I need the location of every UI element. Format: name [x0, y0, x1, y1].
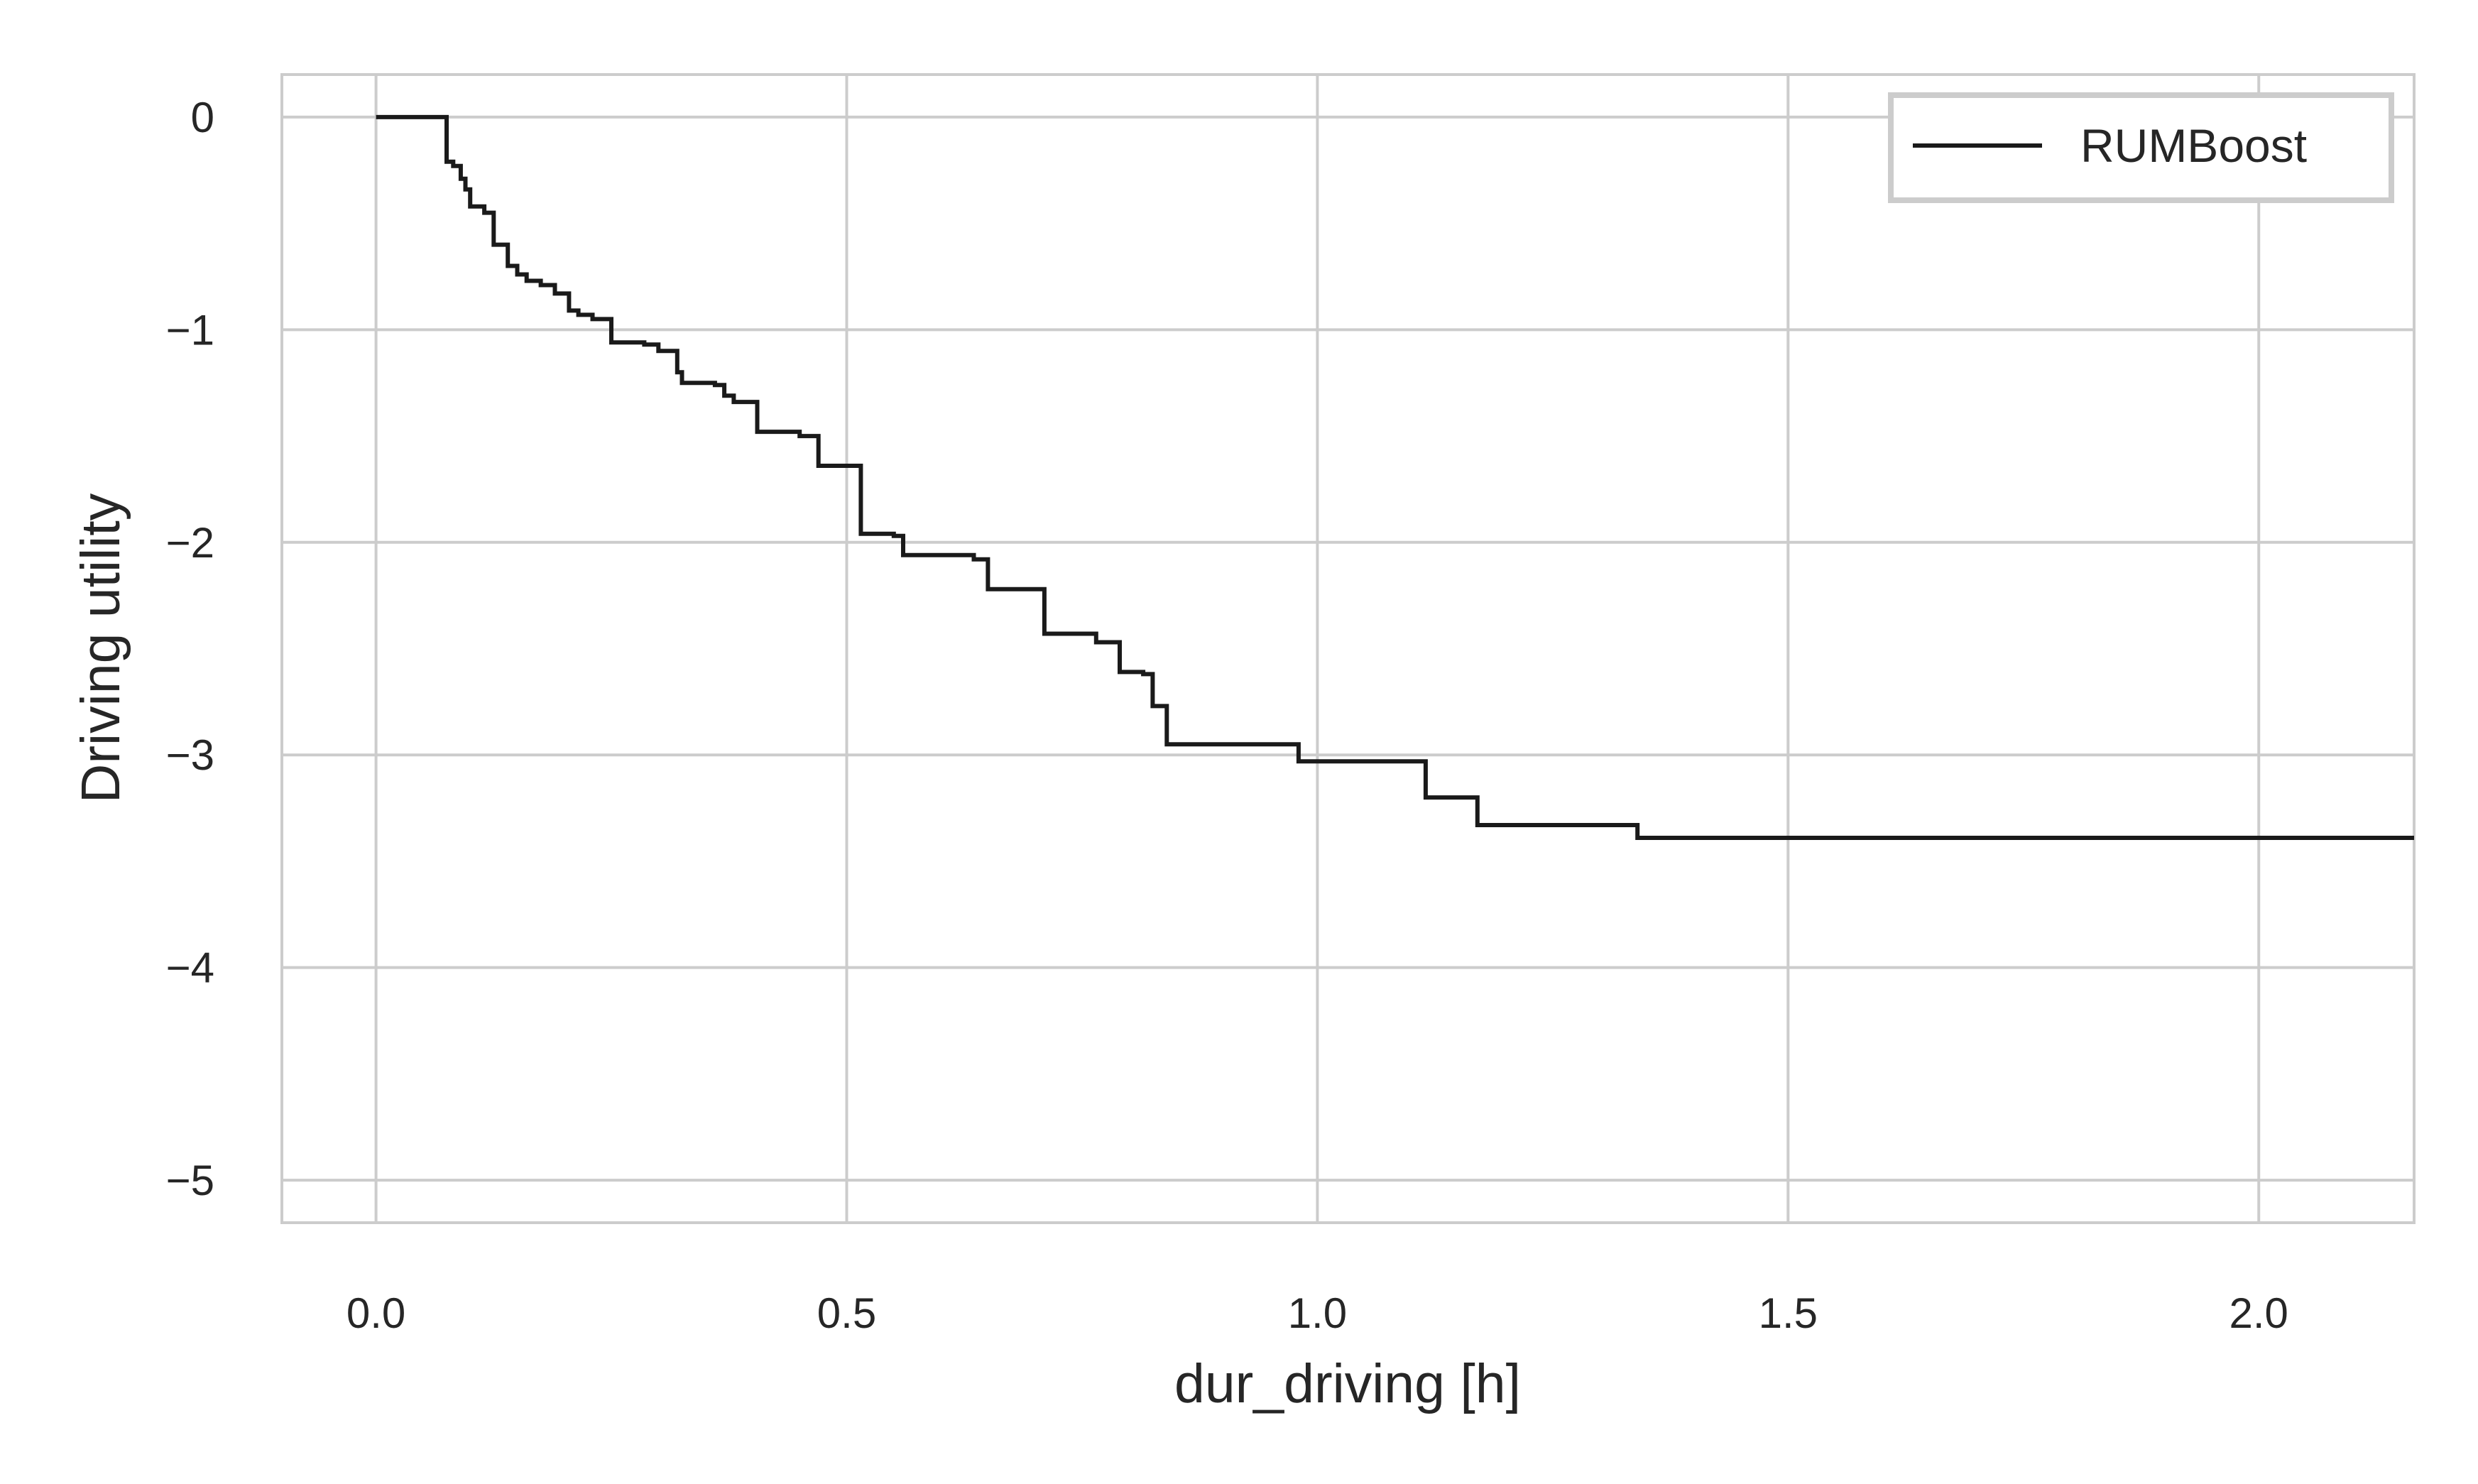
y-tick-label: −2: [166, 519, 214, 567]
y-tick-label: 0: [191, 94, 214, 141]
x-tick-label: 1.5: [1759, 1289, 1818, 1337]
y-tick-label: −1: [166, 306, 214, 354]
legend: RUMBoost: [1888, 92, 2394, 203]
x-tick-label: 2.0: [2229, 1289, 2288, 1337]
y-tick-label: −4: [166, 944, 214, 992]
legend-label: RUMBoost: [2080, 119, 2307, 172]
series-layer: [376, 114, 2414, 840]
plot-frame: [280, 73, 2416, 1224]
series-line-rumboost: [376, 114, 2414, 840]
y-tick-label: −5: [166, 1157, 214, 1204]
y-axis-label: Driving utility: [70, 493, 131, 803]
grid: [282, 75, 2414, 1223]
y-tick-label: −3: [166, 731, 214, 779]
x-axis-label: dur_driving [h]: [1174, 1353, 1521, 1414]
y-tick-labels: 0 −1 −2 −3 −4 −5: [166, 94, 214, 1204]
x-tick-label: 0.0: [346, 1289, 405, 1337]
x-tick-labels: 0.0 0.5 1.0 1.5 2.0: [346, 1289, 2288, 1337]
x-tick-label: 0.5: [817, 1289, 876, 1337]
x-tick-label: 1.0: [1288, 1289, 1347, 1337]
